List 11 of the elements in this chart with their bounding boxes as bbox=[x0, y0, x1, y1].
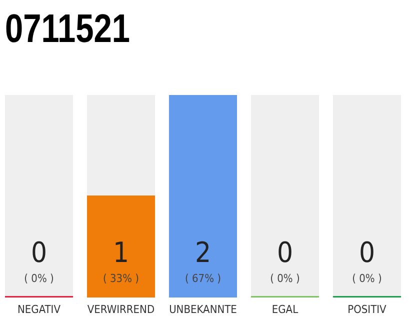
data-label: 0 ( 0% ) bbox=[270, 236, 300, 285]
chart-title: 0711521 bbox=[5, 7, 159, 51]
data-label: 0 ( 0% ) bbox=[352, 236, 382, 285]
x-tick-label: POSITIV bbox=[348, 303, 387, 316]
x-tick-label: EGAL bbox=[272, 303, 299, 316]
data-label: 2 ( 67% ) bbox=[184, 236, 222, 285]
x-tick-label: VERWIRREND bbox=[87, 303, 155, 316]
data-label: 0 ( 0% ) bbox=[24, 236, 54, 285]
x-tick-label: NEGATIV bbox=[18, 303, 61, 316]
x-tick-label: UNBEKANNTE bbox=[169, 303, 237, 316]
data-label: 1 ( 33% ) bbox=[103, 236, 140, 285]
